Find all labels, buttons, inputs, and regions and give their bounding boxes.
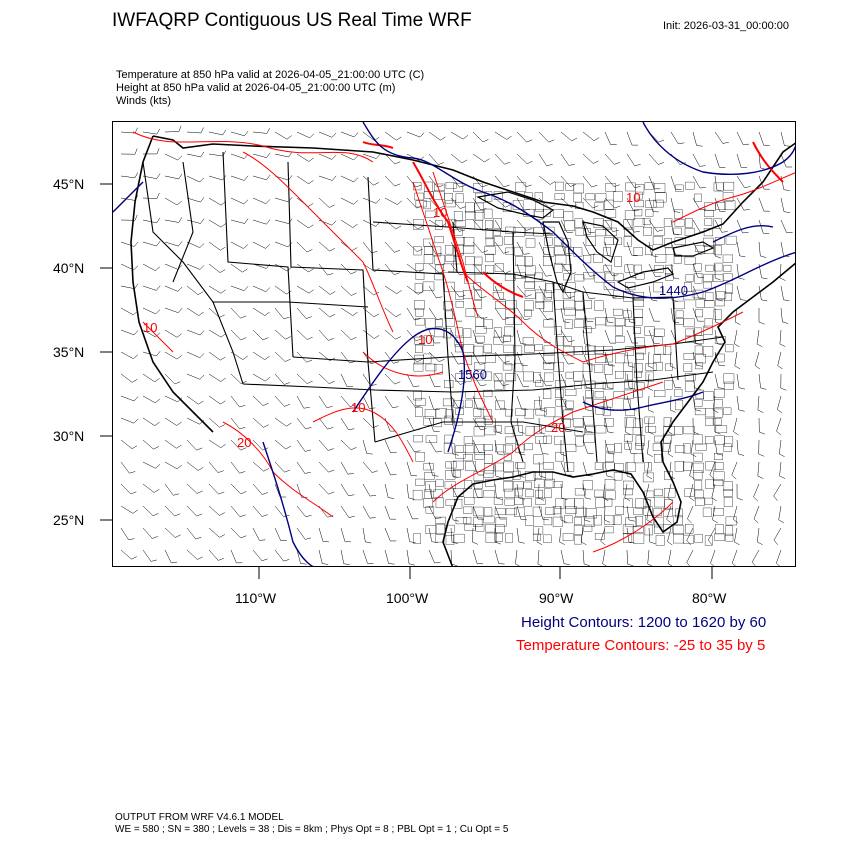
height-label: 1560 bbox=[458, 367, 487, 382]
great-lakes bbox=[476, 191, 715, 294]
height-label: 1440 bbox=[659, 283, 688, 298]
us-outline bbox=[130, 135, 795, 566]
lon-label-100: 100°W bbox=[386, 590, 429, 606]
lat-label-40: 40°N bbox=[53, 260, 85, 276]
model-footer-title: OUTPUT FROM WRF V4.6.1 MODEL bbox=[115, 812, 284, 823]
lat-label-30: 30°N bbox=[53, 428, 85, 444]
temperature-contours bbox=[132, 131, 795, 553]
model-footer-config: WE = 580 ; SN = 380 ; Levels = 38 ; Dis … bbox=[115, 824, 509, 835]
temp-label: 10 bbox=[418, 332, 432, 347]
lon-label-110: 110°W bbox=[235, 590, 277, 606]
temperature-contour-legend: Temperature Contours: -25 to 35 by 5 bbox=[516, 637, 766, 654]
init-time: Init: 2026-03-31_00:00:00 bbox=[663, 20, 789, 32]
lat-label-25: 25°N bbox=[53, 512, 85, 528]
temperature-contours-bold bbox=[362, 141, 784, 298]
height-contour-legend: Height Contours: 1200 to 1620 by 60 bbox=[521, 614, 767, 631]
temp-label: 10 bbox=[626, 190, 640, 205]
map-panel: 10 10 10 20 20 10 10 1560 1440 bbox=[112, 121, 796, 567]
subtitle-winds: Winds (kts) bbox=[116, 95, 171, 107]
contour-labels: 10 10 10 20 20 10 10 1560 1440 bbox=[143, 190, 688, 450]
state-borders bbox=[142, 151, 724, 473]
lat-label-45: 45°N bbox=[53, 176, 85, 192]
subtitle-height: Height at 850 hPa valid at 2026-04-05_21… bbox=[116, 82, 396, 94]
temp-label: 10 bbox=[351, 400, 365, 415]
lon-label-80: 80°W bbox=[692, 590, 727, 606]
lat-label-35: 35°N bbox=[53, 344, 85, 360]
temp-label: 20 bbox=[237, 435, 251, 450]
wind-barb-field bbox=[120, 125, 793, 566]
temp-label: 10 bbox=[433, 205, 447, 220]
lon-label-90: 90°W bbox=[539, 590, 574, 606]
map-canvas: 10 10 10 20 20 10 10 1560 1440 bbox=[113, 122, 795, 566]
temp-label: 20 bbox=[551, 420, 565, 435]
temp-label: 10 bbox=[143, 320, 157, 335]
height-contours bbox=[113, 122, 795, 566]
map-title: IWFAQRP Contiguous US Real Time WRF bbox=[112, 10, 472, 31]
subtitle-temperature: Temperature at 850 hPa valid at 2026-04-… bbox=[116, 69, 425, 81]
